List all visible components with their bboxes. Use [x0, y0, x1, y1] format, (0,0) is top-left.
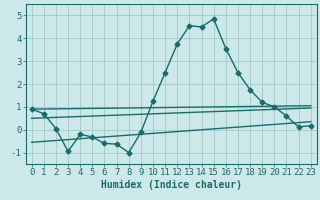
X-axis label: Humidex (Indice chaleur): Humidex (Indice chaleur)	[101, 180, 242, 190]
